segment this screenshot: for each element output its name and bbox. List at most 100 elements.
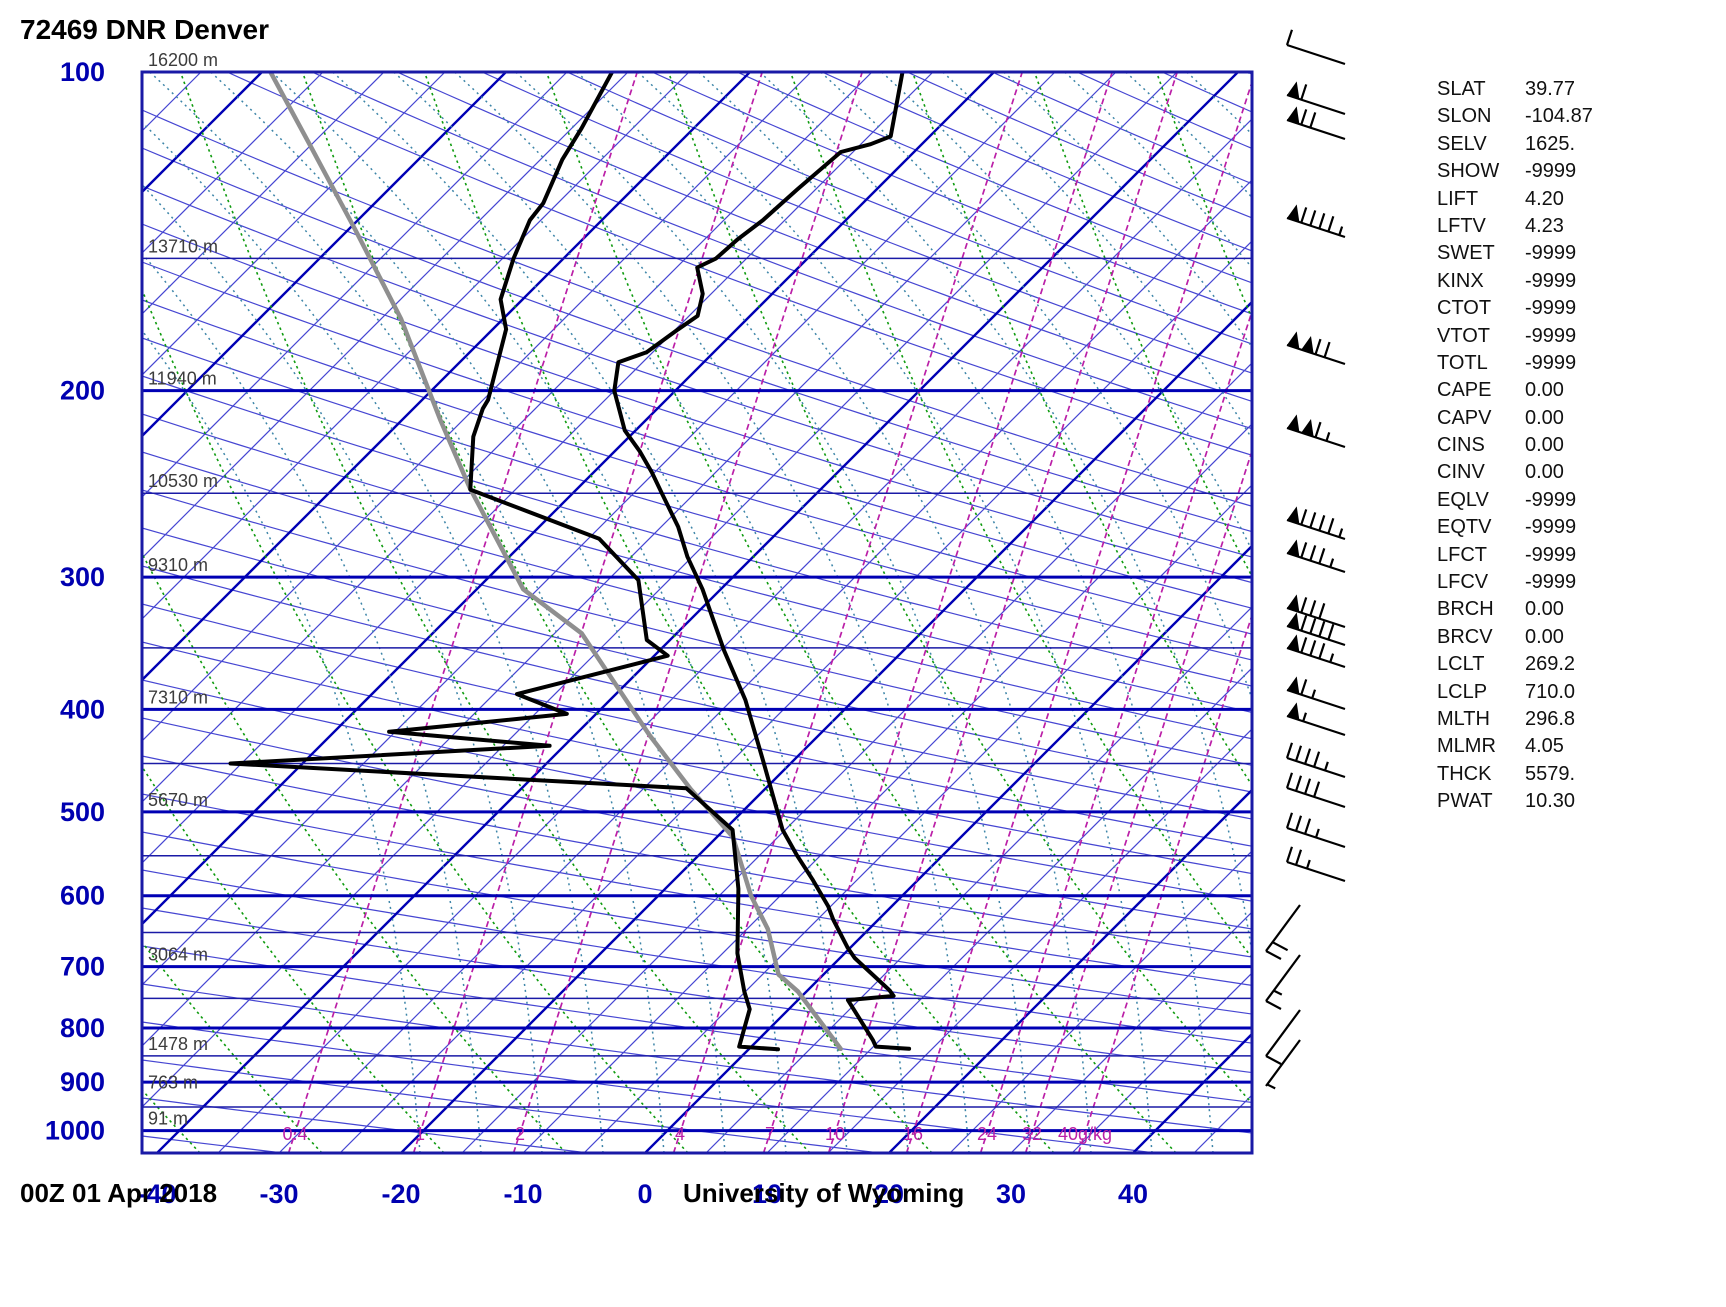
stat-value: -104.87 <box>1525 105 1593 128</box>
pressure-tick-label: 600 <box>60 881 105 911</box>
stat-value: 10.30 <box>1525 790 1576 813</box>
stat-label: CAPE <box>1437 379 1492 402</box>
wind-barb <box>1285 29 1346 66</box>
stat-row-thck: THCK 5579. <box>1437 761 1593 788</box>
stat-row-capv: CAPV 0.00 <box>1437 405 1593 432</box>
stat-label: KINX <box>1437 269 1484 292</box>
wind-barb <box>1285 846 1346 883</box>
stat-value: -9999 <box>1525 160 1577 183</box>
stats-panel: SLAT 39.77 SLON -104.87 SELV 1625. SHOW -9999 LI… <box>1437 76 1593 816</box>
pressure-tick-label: 900 <box>60 1067 105 1097</box>
height-label: 1478 m <box>148 1034 208 1054</box>
temp-tick-label: 0 <box>637 1179 652 1209</box>
mixing-ratio-label: 4 <box>675 1124 685 1144</box>
grid-layer <box>142 72 1252 1153</box>
height-label: 11940 m <box>148 369 217 389</box>
stat-row-pwat: PWAT 10.30 <box>1437 788 1593 815</box>
wind-barb <box>1286 204 1346 239</box>
stat-value: 0.00 <box>1525 625 1564 648</box>
stat-row-brch: BRCH 0.00 <box>1437 596 1593 623</box>
stat-label: TOTL <box>1437 351 1488 374</box>
stat-value: 0.00 <box>1525 379 1564 402</box>
stat-label: LFCV <box>1437 571 1489 594</box>
stat-value: -9999 <box>1525 516 1577 539</box>
stat-label: THCK <box>1437 762 1492 785</box>
stat-row-slat: SLAT 39.77 <box>1437 76 1593 103</box>
stat-value: -9999 <box>1525 324 1577 347</box>
stat-value: 710.0 <box>1525 680 1576 703</box>
stat-label: LIFT <box>1437 187 1479 210</box>
mixing-ratio-label: 0.4 <box>282 1124 307 1144</box>
pressure-tick-label: 700 <box>60 952 105 982</box>
temp-tick-label: 30 <box>996 1179 1026 1209</box>
stat-value: 0.00 <box>1525 406 1564 429</box>
temp-tick-label: -30 <box>259 1179 298 1209</box>
stat-value: -9999 <box>1525 269 1577 292</box>
height-label: 9310 m <box>148 555 208 575</box>
stat-label: MLMR <box>1437 735 1496 758</box>
stat-value: 4.23 <box>1525 214 1564 237</box>
wind-barb <box>1286 676 1346 711</box>
wind-barb <box>1285 772 1346 809</box>
temperature-trace <box>612 72 912 1051</box>
wind-barb <box>1265 904 1301 960</box>
stat-row-show: SHOW -9999 <box>1437 158 1593 185</box>
wind-barb <box>1286 106 1346 141</box>
stat-label: CINS <box>1437 434 1485 457</box>
dewpoint-trace <box>228 72 780 1052</box>
pressure-tick-label: 300 <box>60 562 105 592</box>
stat-value: 0.00 <box>1525 461 1564 484</box>
stat-label: SLAT <box>1437 78 1486 100</box>
stat-row-kinx: KINX -9999 <box>1437 268 1593 295</box>
stat-value: -9999 <box>1525 488 1577 511</box>
mixing-ratio-label: 10 <box>825 1124 845 1144</box>
stat-value: -9999 <box>1525 351 1577 374</box>
pressure-tick-label: 800 <box>60 1013 105 1043</box>
stat-label: CAPV <box>1437 406 1492 429</box>
stat-value: 296.8 <box>1525 707 1576 730</box>
wind-barb <box>1285 742 1346 779</box>
stat-row-vtot: VTOT -9999 <box>1437 323 1593 350</box>
stat-row-eqlv: EQLV -9999 <box>1437 487 1593 514</box>
stat-value: 1625. <box>1525 132 1576 155</box>
temp-tick-label: -40 <box>137 1179 176 1209</box>
page-title: 72469 DNR Denver <box>20 14 270 45</box>
wind-barb <box>1286 81 1346 116</box>
stat-row-mlmr: MLMR 4.05 <box>1437 733 1593 760</box>
stat-label: SHOW <box>1437 160 1500 183</box>
stat-label: LFTV <box>1437 214 1486 237</box>
mixing-ratio-label: 2 <box>515 1124 525 1144</box>
parcel-trace <box>268 72 843 1052</box>
height-label: 13710 m <box>148 236 218 256</box>
pressure-tick-label: 1000 <box>45 1116 105 1146</box>
stat-value: -9999 <box>1525 242 1577 265</box>
stat-value: -9999 <box>1525 543 1577 566</box>
stat-row-lift: LIFT 4.20 <box>1437 186 1593 213</box>
temp-tick-label: -10 <box>503 1179 542 1209</box>
stat-value: 0.00 <box>1525 598 1564 621</box>
plot-border <box>140 70 1254 1155</box>
stat-label: SLON <box>1437 105 1492 128</box>
stat-value: 4.05 <box>1525 735 1564 758</box>
wind-barb <box>1285 812 1346 849</box>
temp-tick-label: 20 <box>874 1179 904 1209</box>
stat-row-slon: SLON -104.87 <box>1437 103 1593 130</box>
credit-label: University of Wyoming <box>683 1178 965 1208</box>
stat-row-ctot: CTOT -9999 <box>1437 295 1593 322</box>
height-label: 7310 m <box>148 687 208 707</box>
stat-label: LFCT <box>1437 543 1487 566</box>
pressure-tick-label: 100 <box>60 57 105 87</box>
stat-row-mlth: MLTH 296.8 <box>1437 706 1593 733</box>
pressure-tick-label: 500 <box>60 797 105 827</box>
wind-barb <box>1286 539 1346 574</box>
wind-barb <box>1286 634 1346 669</box>
stat-label: SELV <box>1437 132 1487 155</box>
stat-row-swet: SWET -9999 <box>1437 240 1593 267</box>
temp-tick-label: -20 <box>381 1179 420 1209</box>
stat-value: 39.77 <box>1525 78 1576 100</box>
mixing-ratio-label: 40g/kg <box>1058 1124 1112 1144</box>
stat-label: BRCH <box>1437 598 1494 621</box>
temp-tick-label: 10 <box>752 1179 782 1209</box>
stat-value: 5579. <box>1525 762 1576 785</box>
